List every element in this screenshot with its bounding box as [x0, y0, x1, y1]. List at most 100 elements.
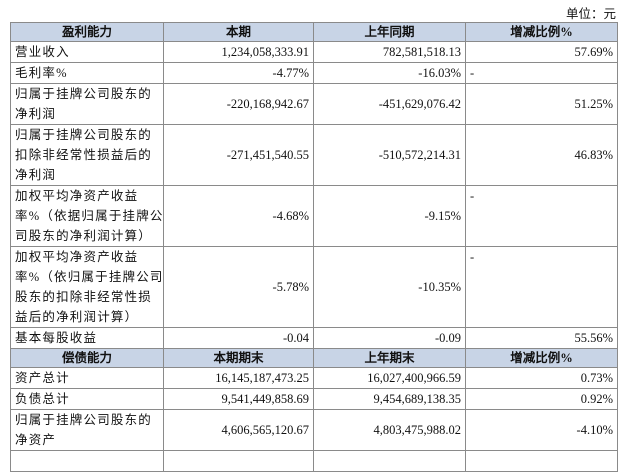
value-cell: -271,451,540.55 — [163, 124, 314, 186]
partial-row — [10, 450, 618, 472]
value-text: -16.03% — [418, 66, 461, 80]
label-line: 净利润 — [15, 168, 57, 182]
value-text: -4.10% — [576, 423, 613, 437]
value-text: 9,541,449,858.69 — [221, 392, 310, 406]
value-cell: 16,145,187,473.25 — [163, 367, 314, 389]
value-text: -4.77% — [272, 66, 309, 80]
value-text: 0.73% — [580, 371, 613, 385]
value-cell: -510,572,214.31 — [313, 124, 466, 186]
value-text: -4.68% — [272, 209, 309, 223]
value-text: -451,629,076.42 — [378, 97, 461, 111]
empty-cell — [163, 450, 314, 472]
value-cell: -4.10% — [465, 409, 618, 451]
data-row: 归属于挂牌公司股东的 净资产 4,606,565,120.67 4,803,475,9… — [10, 409, 618, 451]
header-cell: 增减比例% — [465, 348, 618, 368]
value-text: 4,803,475,988.02 — [373, 423, 462, 437]
label-line: 归属于挂牌公司股东的 — [15, 87, 153, 101]
data-row: 毛利率% -4.77% -16.03% - — [10, 62, 618, 84]
value-text: - — [470, 250, 475, 264]
value-cell: - — [465, 62, 618, 84]
label-line: 营业收入 — [15, 45, 70, 59]
table-body: 盈利能力 本期 上年同期 增减比例% 营业收入 1,234,058,333.91 782,5… — [10, 22, 618, 472]
value-text: 9,454,689,138.35 — [373, 392, 462, 406]
value-cell: -10.35% — [313, 246, 466, 328]
value-cell: -9.15% — [313, 185, 466, 247]
label-line: 率%（依归属于挂牌公司 — [15, 270, 164, 284]
label-line: 扣除非经常性损益后的 — [15, 148, 153, 162]
empty-cell — [465, 450, 618, 472]
value-cell: -4.77% — [163, 62, 314, 84]
row-label: 负债总计 — [10, 388, 164, 410]
value-text: - — [470, 66, 475, 80]
value-cell: 55.56% — [465, 327, 618, 349]
row-label: 资产总计 — [10, 367, 164, 389]
row-label: 毛利率% — [10, 62, 164, 84]
header-cell: 上年同期 — [313, 22, 466, 42]
row-label: 加权平均净资产收益率%（依据归属于挂牌公 司股东的净利润计算） — [10, 185, 164, 247]
label-line: 率%（依据归属于挂牌公 — [15, 209, 164, 223]
value-cell: 16,027,400,966.59 — [313, 367, 466, 389]
value-text: -0.09 — [434, 331, 461, 345]
data-row: 加权平均净资产收益率%（依归属于挂牌公司 股东的扣除非经常性损 益后的净利润计算） -… — [10, 246, 618, 328]
row-label: 归属于挂牌公司股东的 扣除非经常性损益后的 净利润 — [10, 124, 164, 186]
value-text: 16,027,400,966.59 — [367, 371, 461, 385]
header-cell: 增减比例% — [465, 22, 618, 42]
label-line: 益后的净利润计算） — [15, 310, 139, 324]
value-text: 57.69% — [574, 45, 613, 59]
value-cell: 9,541,449,858.69 — [163, 388, 314, 410]
value-text: 46.83% — [574, 148, 613, 162]
value-cell: 0.73% — [465, 367, 618, 389]
page: 单位：元 盈利能力 本期 上年同期 增减比例% 营业收入 1,234,058,333.91… — [10, 7, 618, 472]
row-label: 基本每股收益 — [10, 327, 164, 349]
value-cell: 51.25% — [465, 83, 618, 125]
label-line: 毛利率% — [15, 66, 68, 80]
label-line: 司股东的净利润计算） — [15, 229, 153, 243]
value-text: -5.78% — [272, 280, 309, 294]
label-line: 加权平均净资产收益 — [15, 189, 139, 203]
value-cell: 9,454,689,138.35 — [313, 388, 466, 410]
label-line: 归属于挂牌公司股东的 — [15, 413, 153, 427]
data-row: 归属于挂牌公司股东的 扣除非经常性损益后的 净利润 -271,451,540.55 -5… — [10, 124, 618, 186]
data-row: 营业收入 1,234,058,333.91 782,581,518.13 57.69% — [10, 41, 618, 63]
data-row: 资产总计 16,145,187,473.25 16,027,400,966.59 0.… — [10, 367, 618, 389]
value-text: 1,234,058,333.91 — [221, 45, 310, 59]
header-cell: 本期期末 — [163, 348, 314, 368]
value-cell: 57.69% — [465, 41, 618, 63]
label-line: 净利润 — [15, 107, 57, 121]
value-cell: - — [465, 246, 618, 328]
label-line: 归属于挂牌公司股东的 — [15, 128, 153, 142]
value-cell: -0.04 — [163, 327, 314, 349]
value-text: -271,451,540.55 — [226, 148, 309, 162]
data-row: 归属于挂牌公司股东的 净利润 -220,168,942.67 -451,629,076… — [10, 83, 618, 125]
row-label: 加权平均净资产收益率%（依归属于挂牌公司 股东的扣除非经常性损 益后的净利润计算） — [10, 246, 164, 328]
value-text: -0.04 — [282, 331, 309, 345]
financial-table: 盈利能力 本期 上年同期 增减比例% 营业收入 1,234,058,333.91 782,5… — [10, 22, 618, 472]
value-cell: -220,168,942.67 — [163, 83, 314, 125]
label-line: 净资产 — [15, 433, 57, 447]
value-cell: -451,629,076.42 — [313, 83, 466, 125]
value-cell: 4,606,565,120.67 — [163, 409, 314, 451]
data-row: 基本每股收益 -0.04 -0.09 55.56% — [10, 327, 618, 349]
value-cell: 46.83% — [465, 124, 618, 186]
row-label: 营业收入 — [10, 41, 164, 63]
label-line: 股东的扣除非经常性损 — [15, 290, 153, 304]
value-cell: 782,581,518.13 — [313, 41, 466, 63]
value-cell: -16.03% — [313, 62, 466, 84]
value-text: -220,168,942.67 — [226, 97, 309, 111]
value-text: 55.56% — [574, 331, 613, 345]
value-text: -10.35% — [418, 280, 461, 294]
value-cell: -0.09 — [313, 327, 466, 349]
header-row: 盈利能力 本期 上年同期 增减比例% — [10, 22, 618, 42]
data-row: 加权平均净资产收益率%（依据归属于挂牌公 司股东的净利润计算） -4.68% -9.1… — [10, 185, 618, 247]
value-text: 4,606,565,120.67 — [221, 423, 310, 437]
value-cell: 1,234,058,333.91 — [163, 41, 314, 63]
empty-cell — [10, 450, 164, 472]
value-cell: 4,803,475,988.02 — [313, 409, 466, 451]
data-row: 负债总计 9,541,449,858.69 9,454,689,138.35 0.92… — [10, 388, 618, 410]
header-row: 偿债能力 本期期末 上年期末 增减比例% — [10, 348, 618, 368]
header-cell: 本期 — [163, 22, 314, 42]
label-line: 负债总计 — [15, 392, 70, 406]
value-text: 0.92% — [580, 392, 613, 406]
value-text: 51.25% — [574, 97, 613, 111]
label-line: 加权平均净资产收益 — [15, 250, 139, 264]
